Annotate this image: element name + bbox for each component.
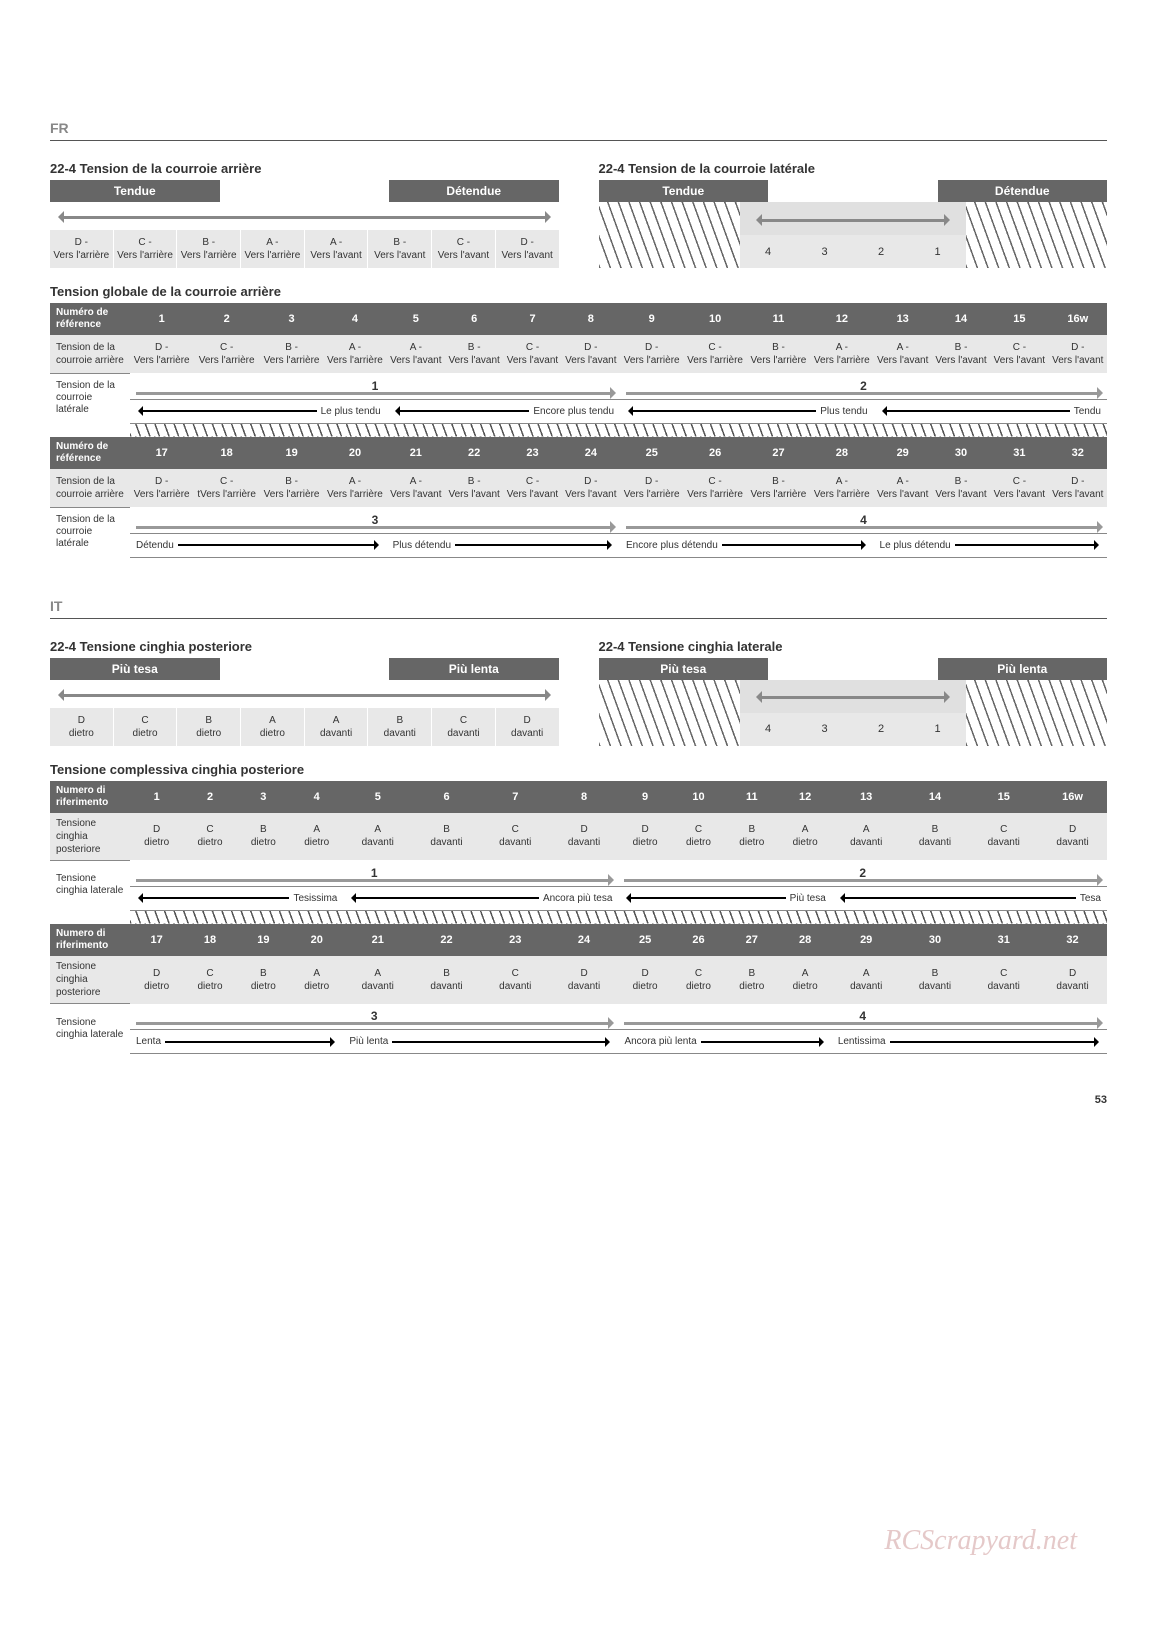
lang-header: FR [50,120,1107,141]
rear-cell: Bdavanti [368,708,432,746]
rear-cell: A - Vers l'arrière [241,230,305,268]
rear-cell: Bdietro [177,708,241,746]
page-number: 53 [50,1094,1107,1106]
rear-cell: Adavanti [305,708,369,746]
rear-cell: D - Vers l'avant [496,230,559,268]
rear-cell: Cdietro [114,708,178,746]
rear-cell: A - Vers l'avant [305,230,369,268]
rear-cell: Ddavanti [496,708,559,746]
rear-cell: B - Vers l'avant [368,230,432,268]
rear-cell: Cdavanti [432,708,496,746]
rear-cell: Ddietro [50,708,114,746]
rear-cell: Adietro [241,708,305,746]
rear-cell: B - Vers l'arrière [177,230,241,268]
watermark: RCScrapyard.net [884,1525,1077,1557]
lang-header: IT [50,598,1107,619]
rear-cell: C - Vers l'avant [432,230,496,268]
rear-cell: D - Vers l'arrière [50,230,114,268]
rear-cell: C - Vers l'arrière [114,230,178,268]
